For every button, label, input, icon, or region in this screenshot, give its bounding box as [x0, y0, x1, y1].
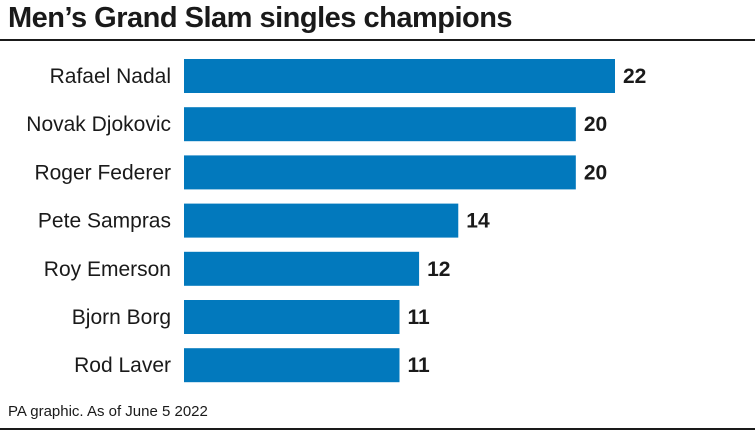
value-label: 20 — [584, 161, 607, 184]
category-label: Rod Laver — [74, 354, 171, 377]
chart-title: Men’s Grand Slam singles champions — [8, 2, 513, 34]
category-label: Novak Djokovic — [26, 113, 171, 136]
bars-group: Rafael Nadal 22 Novak Djokovic 20 Roger Fede… — [26, 59, 646, 383]
bar-roy-emerson — [184, 251, 420, 286]
value-label: 11 — [408, 306, 431, 329]
title-divider — [0, 39, 755, 41]
category-label: Bjorn Borg — [72, 306, 171, 329]
value-label: 11 — [408, 354, 431, 377]
bar-chart: Rafael Nadal 22 Novak Djokovic 20 Roger Fede… — [26, 59, 646, 383]
source-note: PA graphic. As of June 5 2022 — [8, 403, 208, 420]
category-label: Roy Emerson — [44, 258, 171, 281]
value-label: 14 — [466, 210, 490, 233]
category-label: Roger Federer — [34, 161, 171, 184]
category-label: Pete Sampras — [38, 210, 171, 233]
value-label: 20 — [584, 113, 607, 136]
bar-roger-federer — [184, 155, 576, 190]
bar-pete-sampras — [184, 203, 459, 238]
bar-bjorn-borg — [184, 300, 400, 334]
bar-rod-laver — [184, 348, 400, 383]
bottom-divider — [0, 428, 755, 430]
bar-novak-djokovic — [184, 107, 576, 142]
bar-rafael-nadal — [184, 59, 615, 93]
value-label: 12 — [427, 258, 450, 281]
category-label: Rafael Nadal — [50, 65, 171, 88]
value-label: 22 — [623, 65, 646, 88]
